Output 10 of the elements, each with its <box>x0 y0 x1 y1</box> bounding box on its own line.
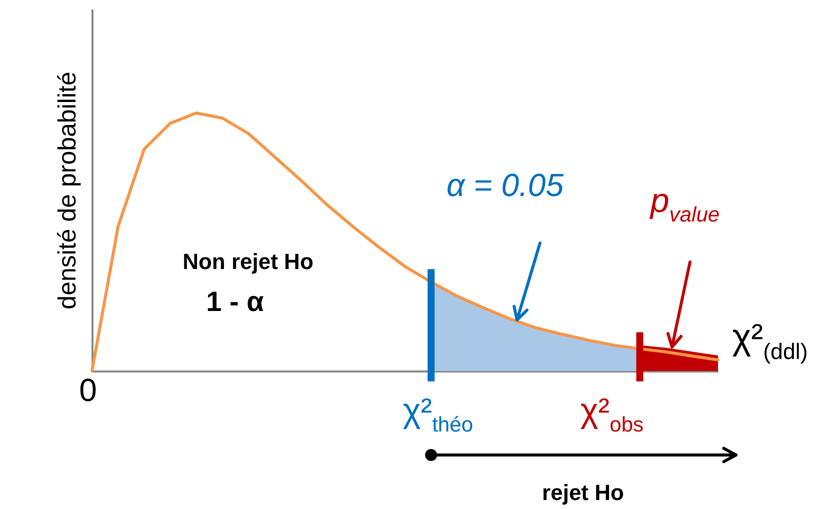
text: χ²$_{théo}$ <box>402 392 474 437</box>
text: 0 <box>79 372 97 408</box>
x-axis-title: χ²$_{(ddl)}$ <box>732 316 808 364</box>
text: rejet Ho <box>542 480 624 505</box>
annotation: α = 0.05 <box>446 167 564 203</box>
y-axis-title: densité de probabilité <box>54 72 82 310</box>
annotation: 1 - α <box>206 286 264 317</box>
text: χ²$_{obs}$ <box>580 392 644 437</box>
annotation: p$_{value}$ <box>650 182 720 227</box>
annotation: Non rejet Ho <box>182 249 314 274</box>
